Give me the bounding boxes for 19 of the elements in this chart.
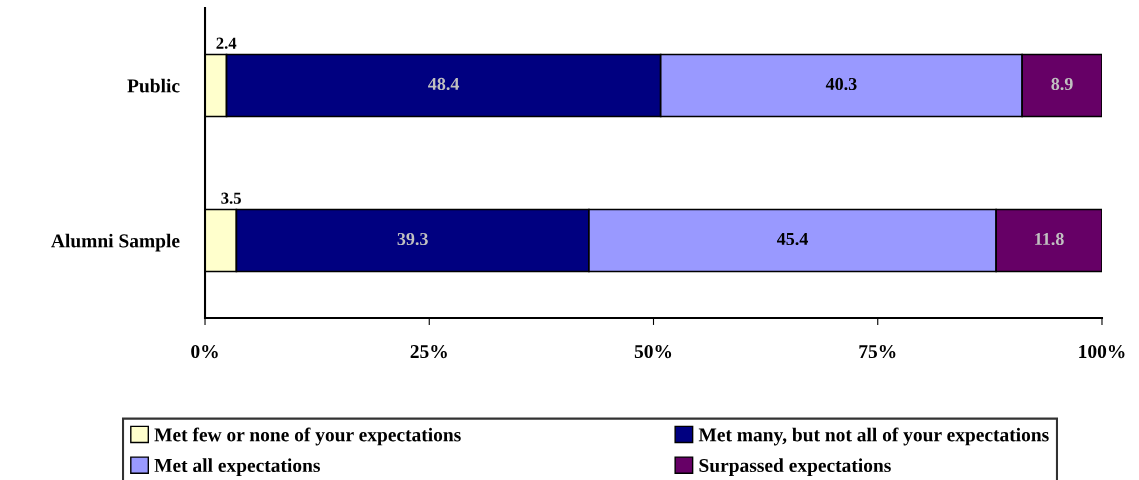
- data-label: 45.4: [776, 232, 808, 246]
- data-label: 48.4: [428, 77, 460, 91]
- y-tick-label: Public: [127, 78, 180, 93]
- x-tick-label: 75%: [859, 344, 896, 359]
- legend-label: Met few or none of your expectations: [154, 427, 461, 446]
- legend-label: Met all expectations: [154, 458, 320, 476]
- data-label: 11.8: [1035, 232, 1064, 246]
- data-label: 40.3: [825, 77, 857, 91]
- x-tick-label: 50%: [634, 344, 672, 359]
- x-tick-label: 25%: [410, 344, 447, 359]
- x-tick-label: 0%: [191, 344, 218, 359]
- data-label: 2.4: [216, 37, 237, 49]
- legend-label: Met many, but not all of your expectations: [698, 427, 1049, 446]
- y-tick-label: Alumni Sample: [51, 233, 180, 252]
- data-label: 3.5: [221, 192, 241, 204]
- data-label: 39.3: [397, 232, 428, 246]
- legend-label: Surpassed expectations: [699, 458, 891, 476]
- data-label: 8.9: [1051, 77, 1073, 91]
- x-tick-label: 100%: [1079, 344, 1125, 359]
